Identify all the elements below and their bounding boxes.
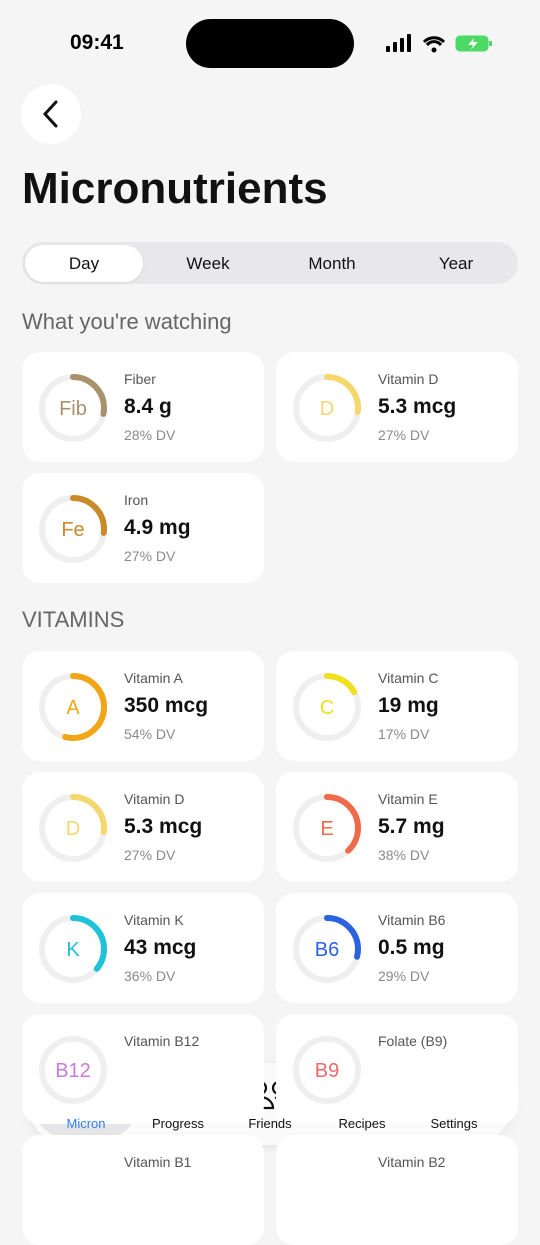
nutrient-dv: 36% DV bbox=[124, 968, 176, 984]
ring-symbol: D bbox=[66, 818, 80, 840]
nutrient-amount: 5.7 mg bbox=[378, 815, 445, 838]
nutrient-card[interactable]: Fiber 8.4 g 28% DV Fib bbox=[22, 352, 264, 462]
ring-symbol: A bbox=[66, 697, 80, 719]
tab[interactable]: Year bbox=[438, 254, 474, 273]
ring-symbol: B9 bbox=[315, 1060, 339, 1082]
ring-symbol: B6 bbox=[315, 939, 339, 961]
ring-progress bbox=[293, 374, 361, 442]
progress-ring: Fib bbox=[39, 374, 107, 442]
nutrient-dv: 38% DV bbox=[378, 847, 430, 863]
nutrient-card[interactable]: Vitamin B12 B12 bbox=[22, 1014, 264, 1124]
ring-progress bbox=[39, 495, 107, 563]
nutrient-card[interactable]: Vitamin A 350 mcg 54% DV A bbox=[22, 651, 264, 761]
tab-bar-item[interactable]: Micron bbox=[66, 1116, 106, 1131]
page-title: Micronutrients bbox=[22, 164, 328, 213]
ring-progress bbox=[293, 794, 361, 862]
ring-progress bbox=[39, 794, 107, 862]
page: 09:41 Micronutrients What you're watchin… bbox=[21, 19, 518, 1170]
progress-ring: B12 bbox=[39, 1036, 107, 1104]
ring-symbol: D bbox=[320, 398, 334, 420]
tab-bar-item[interactable]: Friends bbox=[248, 1116, 292, 1131]
nutrient-amount: 8.4 g bbox=[124, 395, 172, 418]
nutrient-dv: 29% DV bbox=[378, 968, 430, 984]
section-title: What you're watching bbox=[22, 309, 232, 334]
ring-symbol: K bbox=[66, 939, 80, 961]
nutrient-card[interactable]: Vitamin D 5.3 mcg 27% DV D bbox=[22, 772, 264, 882]
nutrient-name: Vitamin E bbox=[378, 791, 438, 807]
nutrient-dv: 28% DV bbox=[124, 427, 176, 443]
nutrient-name: Vitamin B1 bbox=[124, 1154, 192, 1170]
ring-track bbox=[293, 1036, 361, 1104]
tab-bar-item[interactable]: Progress bbox=[151, 1116, 205, 1131]
nutrient-card[interactable]: Vitamin C 19 mg 17% DV C bbox=[276, 651, 518, 761]
ring-symbol: E bbox=[320, 818, 333, 840]
nutrient-amount: 43 mcg bbox=[124, 936, 197, 959]
ring-progress bbox=[39, 374, 107, 442]
nutrient-name: Vitamin B12 bbox=[124, 1033, 200, 1049]
nutrient-name: Vitamin D bbox=[378, 371, 439, 387]
nutrient-name: Vitamin D bbox=[124, 791, 185, 807]
back-icon bbox=[42, 100, 58, 128]
ring-progress bbox=[39, 915, 107, 983]
nutrient-dv: 17% DV bbox=[378, 726, 430, 742]
ring-progress bbox=[293, 915, 361, 983]
nutrient-amount: 0.5 mg bbox=[378, 936, 445, 959]
nutrient-card[interactable]: Vitamin D 5.3 mcg 27% DV D bbox=[276, 352, 518, 462]
screen: 09:41 Micronutrients What you're watchin… bbox=[21, 19, 518, 1170]
progress-ring: K bbox=[39, 915, 107, 983]
nutrient-name: Folate (B9) bbox=[378, 1033, 448, 1049]
nutrient-name: Fiber bbox=[124, 371, 156, 387]
nutrient-dv: 54% DV bbox=[124, 726, 176, 742]
back-button[interactable] bbox=[21, 84, 81, 144]
status-time: 09:41 bbox=[70, 31, 124, 54]
progress-ring: D bbox=[39, 794, 107, 862]
ring-progress bbox=[293, 673, 361, 741]
progress-ring: B6 bbox=[293, 915, 361, 983]
nutrient-dv: 27% DV bbox=[124, 847, 176, 863]
nutrient-card[interactable]: Iron 4.9 mg 27% DV Fe bbox=[22, 473, 264, 583]
progress-ring: B9 bbox=[293, 1036, 361, 1104]
tab[interactable]: Month bbox=[308, 254, 356, 273]
dynamic-island bbox=[186, 19, 354, 68]
ring-symbol: B12 bbox=[55, 1060, 91, 1082]
nutrient-card[interactable]: Vitamin B2 bbox=[276, 1135, 518, 1245]
progress-ring: C bbox=[293, 673, 361, 741]
ring-progress bbox=[39, 673, 107, 741]
tab[interactable]: Day bbox=[25, 245, 143, 282]
ring-symbol: C bbox=[320, 697, 334, 719]
ring-symbol: Fe bbox=[61, 519, 84, 541]
progress-ring: E bbox=[293, 794, 361, 862]
tab-bar-item[interactable]: Recipes bbox=[338, 1116, 386, 1131]
nutrient-card[interactable]: Vitamin K 43 mcg 36% DV K bbox=[22, 893, 264, 1003]
progress-ring: A bbox=[39, 673, 107, 741]
nutrient-amount: 5.3 mcg bbox=[378, 395, 457, 418]
progress-ring: D bbox=[293, 374, 361, 442]
nutrient-amount: 19 mg bbox=[378, 694, 439, 717]
nutrient-dv: 27% DV bbox=[124, 548, 176, 564]
nutrient-dv: 27% DV bbox=[378, 427, 430, 443]
nutrient-name: Iron bbox=[124, 492, 149, 508]
ring-symbol: Fib bbox=[59, 398, 87, 420]
nutrient-name: Vitamin C bbox=[378, 670, 439, 686]
nutrient-amount: 4.9 mg bbox=[124, 516, 191, 539]
tab[interactable]: Week bbox=[186, 254, 230, 273]
nutrient-name: Vitamin B2 bbox=[378, 1154, 446, 1170]
nutrient-name: Vitamin B6 bbox=[378, 912, 446, 928]
nutrient-name: Vitamin A bbox=[124, 670, 183, 686]
nutrient-card[interactable]: Vitamin B6 0.5 mg 29% DV B6 bbox=[276, 893, 518, 1003]
nutrient-card[interactable]: Vitamin E 5.7 mg 38% DV E bbox=[276, 772, 518, 882]
tab-bar-item[interactable]: Settings bbox=[430, 1116, 478, 1131]
status-icons bbox=[386, 34, 492, 53]
nutrient-card[interactable]: Vitamin B1 bbox=[22, 1135, 264, 1245]
nutrient-amount: 5.3 mcg bbox=[124, 815, 203, 838]
section-title: VITAMINS bbox=[22, 607, 125, 632]
ring-track bbox=[39, 1036, 107, 1104]
nutrient-amount: 350 mcg bbox=[124, 694, 209, 717]
nutrient-name: Vitamin K bbox=[124, 912, 184, 928]
nutrient-card[interactable]: Folate (B9) B9 bbox=[276, 1014, 518, 1124]
progress-ring: Fe bbox=[39, 495, 107, 563]
